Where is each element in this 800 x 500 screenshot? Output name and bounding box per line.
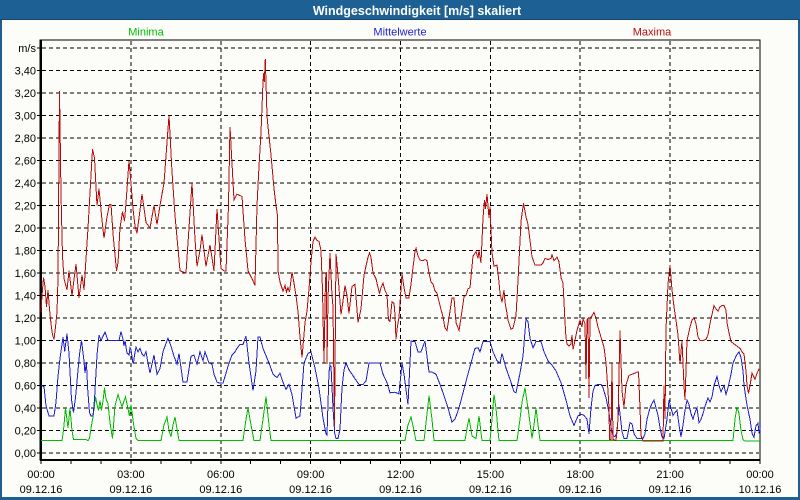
svg-text:Maxima: Maxima bbox=[633, 27, 672, 39]
svg-text:3,20: 3,20 bbox=[15, 88, 36, 100]
svg-text:2,00: 2,00 bbox=[15, 223, 36, 235]
svg-text:15:00: 15:00 bbox=[477, 469, 505, 481]
svg-text:06:00: 06:00 bbox=[207, 469, 235, 481]
svg-text:00:00: 00:00 bbox=[746, 469, 774, 481]
svg-text:0,00: 0,00 bbox=[15, 448, 36, 460]
svg-text:1,40: 1,40 bbox=[15, 291, 36, 303]
svg-text:09.12.16: 09.12.16 bbox=[20, 484, 63, 496]
svg-text:2,60: 2,60 bbox=[15, 156, 36, 168]
svg-text:1,20: 1,20 bbox=[15, 313, 36, 325]
svg-text:2,40: 2,40 bbox=[15, 178, 36, 190]
svg-text:09.12.16: 09.12.16 bbox=[469, 484, 512, 496]
svg-text:09.12.16: 09.12.16 bbox=[289, 484, 332, 496]
svg-text:3,40: 3,40 bbox=[15, 66, 36, 78]
svg-text:18:00: 18:00 bbox=[566, 469, 594, 481]
svg-text:09.12.16: 09.12.16 bbox=[649, 484, 692, 496]
svg-text:0,20: 0,20 bbox=[15, 426, 36, 438]
svg-text:12:00: 12:00 bbox=[387, 469, 415, 481]
svg-text:09.12.16: 09.12.16 bbox=[379, 484, 422, 496]
svg-text:Windgeschwindigkeit [m/s] skal: Windgeschwindigkeit [m/s] skaliert bbox=[313, 4, 522, 18]
svg-text:21:00: 21:00 bbox=[656, 469, 684, 481]
svg-text:2,80: 2,80 bbox=[15, 133, 36, 145]
svg-text:03:00: 03:00 bbox=[117, 469, 145, 481]
svg-text:09.12.16: 09.12.16 bbox=[109, 484, 152, 496]
svg-text:0,60: 0,60 bbox=[15, 381, 36, 393]
svg-text:00:00: 00:00 bbox=[27, 469, 55, 481]
svg-text:0,80: 0,80 bbox=[15, 358, 36, 370]
svg-text:1,00: 1,00 bbox=[15, 336, 36, 348]
svg-text:1,60: 1,60 bbox=[15, 268, 36, 280]
svg-text:0,40: 0,40 bbox=[15, 403, 36, 415]
svg-text:2,20: 2,20 bbox=[15, 201, 36, 213]
svg-text:Minima: Minima bbox=[128, 27, 164, 39]
svg-text:09.12.16: 09.12.16 bbox=[199, 484, 242, 496]
svg-text:09.12.16: 09.12.16 bbox=[559, 484, 602, 496]
svg-text:1,80: 1,80 bbox=[15, 246, 36, 258]
svg-text:10.12.16: 10.12.16 bbox=[739, 484, 782, 496]
svg-text:09:00: 09:00 bbox=[297, 469, 325, 481]
svg-text:3,00: 3,00 bbox=[15, 111, 36, 123]
svg-text:Mittelwerte: Mittelwerte bbox=[373, 27, 426, 39]
svg-text:m/s: m/s bbox=[18, 43, 36, 55]
